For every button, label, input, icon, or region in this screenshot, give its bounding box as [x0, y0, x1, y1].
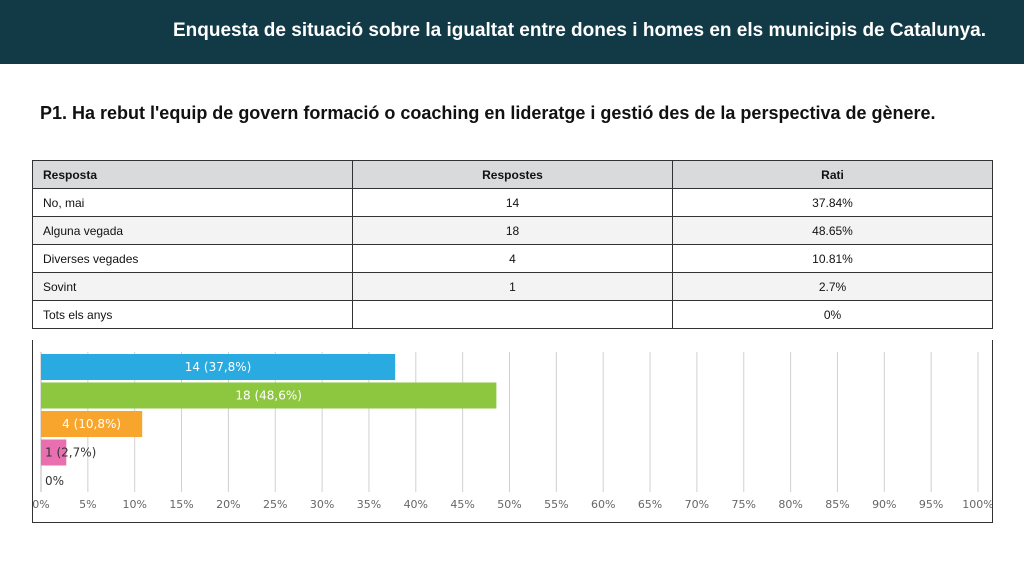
bar-data-label: 18 (48,6%) — [235, 389, 302, 403]
question-title: P1. Ha rebut l'equip de govern formació … — [40, 103, 936, 123]
x-tick-label: 85% — [825, 498, 849, 511]
x-tick-label: 45% — [450, 498, 474, 511]
x-tick-label: 10% — [122, 498, 146, 511]
table-header-row: Resposta Respostes Rati — [32, 160, 993, 189]
cell-respostes: 4 — [352, 244, 673, 273]
x-tick-label: 65% — [638, 498, 662, 511]
bar — [41, 382, 497, 409]
cell-respostes: 1 — [352, 272, 673, 301]
column-header-resposta: Resposta — [32, 160, 353, 189]
bar — [41, 439, 67, 466]
x-tick-label: 80% — [778, 498, 802, 511]
table-row: No, mai 14 37.84% — [32, 188, 993, 217]
cell-resposta: No, mai — [32, 188, 353, 217]
cell-rati: 0% — [672, 300, 993, 329]
x-tick-label: 75% — [732, 498, 756, 511]
cell-resposta: Diverses vegades — [32, 244, 353, 273]
header-title: Enquesta de situació sobre la igualtat e… — [173, 20, 986, 41]
cell-rati: 10.81% — [672, 244, 993, 273]
bar — [41, 411, 143, 437]
cell-rati: 2.7% — [672, 272, 993, 301]
bar — [41, 354, 396, 380]
cell-respostes: 18 — [352, 216, 673, 245]
bar-data-label: 14 (37,8%) — [185, 360, 252, 374]
x-tick-label: 90% — [872, 498, 896, 511]
bar-chart: 0% 5% 10% 15% 20% 25% 30% 35% 40% 45% 50% 55% 60% 65%… — [32, 352, 994, 511]
x-tick-label: 55% — [544, 498, 568, 511]
x-tick-label: 95% — [919, 498, 943, 511]
x-tick-label: 50% — [497, 498, 521, 511]
cell-resposta: Sovint — [32, 272, 353, 301]
x-tick-label: 25% — [263, 498, 287, 511]
x-tick-label: 30% — [310, 498, 334, 511]
column-header-rati: Rati — [672, 160, 993, 189]
cell-rati: 48.65% — [672, 216, 993, 245]
x-tick-label: 60% — [591, 498, 615, 511]
table-row: Sovint 1 2.7% — [32, 272, 993, 301]
cell-rati: 37.84% — [672, 188, 993, 217]
chart-container: 0% 5% 10% 15% 20% 25% 30% 35% 40% 45% 50% 55% 60% 65%… — [32, 340, 994, 523]
table-row: Tots els anys 0% — [32, 300, 993, 329]
x-tick-label: 0% — [33, 498, 50, 511]
bar-data-label: 1 (2,7%) — [45, 446, 96, 460]
bar-data-label: 0% — [45, 474, 64, 488]
x-tick-label: 70% — [685, 498, 709, 511]
cell-respostes: 14 — [352, 188, 673, 217]
x-tick-label: 35% — [357, 498, 381, 511]
cell-resposta: Alguna vegada — [32, 216, 353, 245]
x-tick-label: 100% — [962, 498, 992, 511]
column-header-respostes: Respostes — [352, 160, 673, 189]
header-bar: Enquesta de situació sobre la igualtat e… — [0, 0, 1024, 64]
table-row: Diverses vegades 4 10.81% — [32, 244, 993, 273]
table-row: Alguna vegada 18 48.65% — [32, 216, 993, 245]
results-table: Resposta Respostes Rati No, mai 14 37.84… — [32, 160, 993, 329]
cell-resposta: Tots els anys — [32, 300, 353, 329]
x-tick-label: 20% — [216, 498, 240, 511]
x-tick-label: 5% — [79, 498, 96, 511]
bar-data-label: 4 (10,8%) — [62, 417, 121, 431]
x-tick-label: 15% — [169, 498, 193, 511]
cell-respostes — [352, 300, 673, 329]
x-tick-label: 40% — [404, 498, 428, 511]
